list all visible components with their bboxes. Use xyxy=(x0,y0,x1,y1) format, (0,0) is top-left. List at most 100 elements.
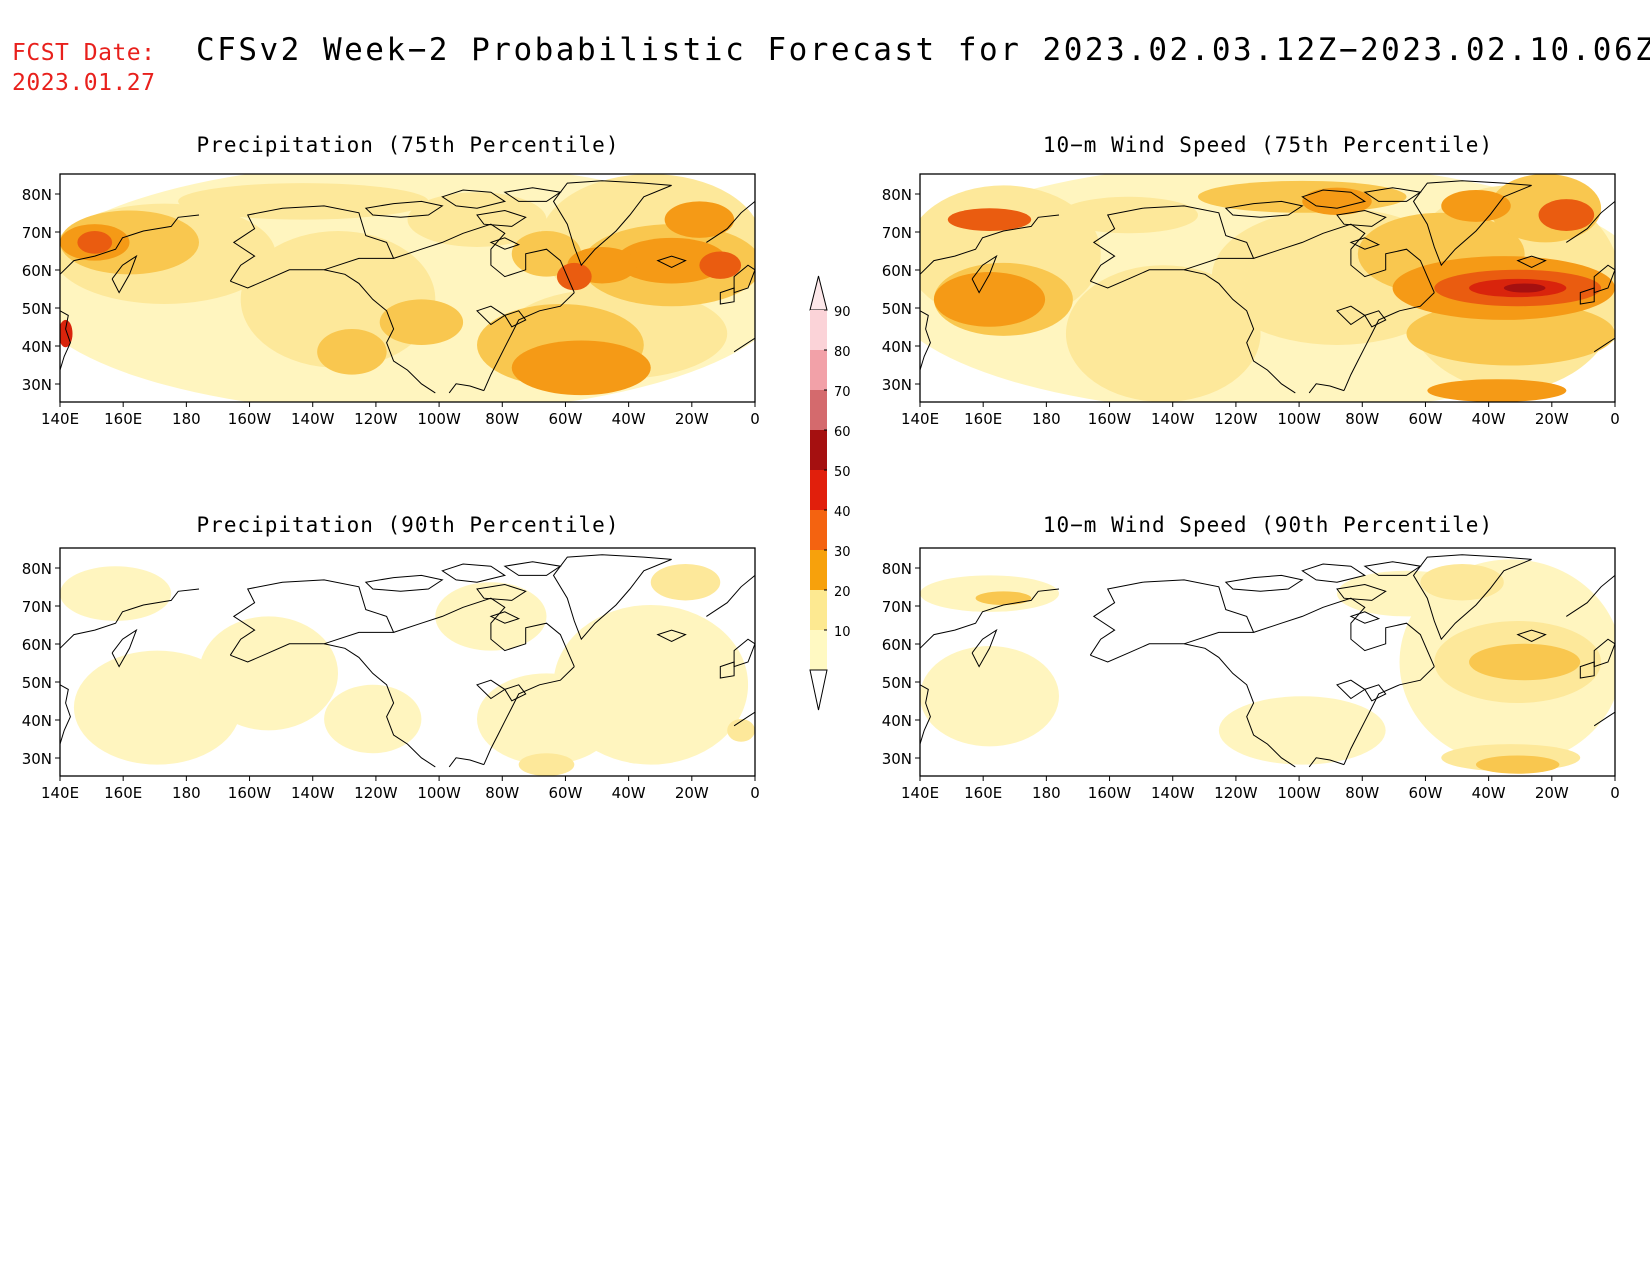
shaded-region xyxy=(73,650,241,765)
shaded-region xyxy=(1476,755,1560,774)
coastline xyxy=(1412,180,1532,267)
coastline xyxy=(1349,237,1381,250)
lon-label: 160E xyxy=(964,784,1002,802)
shaded-region xyxy=(727,719,755,742)
coastline xyxy=(920,214,1060,275)
coastline xyxy=(552,180,672,267)
shaded-region xyxy=(650,563,721,601)
coastline xyxy=(1516,629,1547,643)
map-precip90: 80N 70N 60N 50N 40N 30N 140E 160E 180 160W 140W 120… xyxy=(22,547,760,802)
lon-label: 100W xyxy=(1277,784,1321,802)
lat-label: 60N xyxy=(882,636,912,654)
lat-label: 40N xyxy=(882,712,912,730)
lon-label: 40W xyxy=(1472,410,1506,428)
colorbar-segment xyxy=(810,550,827,590)
lat-label: 50N xyxy=(22,674,52,692)
forecast-date: FCST Date: 2023.01.27 xyxy=(12,38,155,98)
lon-label: 0 xyxy=(1610,410,1620,428)
lon-label: 160W xyxy=(228,784,272,802)
shaded-region xyxy=(77,231,113,254)
coastline xyxy=(1349,611,1381,624)
colorbar-label: 60 xyxy=(834,425,851,440)
lon-label: 60W xyxy=(548,784,582,802)
shaded-region xyxy=(1503,283,1546,293)
colorbar-label: 30 xyxy=(834,545,851,560)
coastline xyxy=(476,209,527,227)
shaded-region xyxy=(664,201,735,238)
lon-label: 80W xyxy=(485,410,519,428)
lon-label: 140W xyxy=(291,410,335,428)
colorbar-bottom-triangle xyxy=(809,669,828,711)
lon-label: 160W xyxy=(1088,410,1132,428)
coastline xyxy=(1089,205,1255,289)
colorbar-segment xyxy=(810,350,827,390)
page-title: CFSv2 Week−2 Probabilistic Forecast for … xyxy=(196,32,1650,68)
lat-label: 80N xyxy=(882,560,912,578)
coastline xyxy=(733,337,755,353)
coastline xyxy=(504,310,527,328)
lon-label: 100W xyxy=(417,410,461,428)
lon-label: 40W xyxy=(612,784,646,802)
coastline xyxy=(489,611,521,624)
map-frame xyxy=(919,547,1616,777)
coastline xyxy=(1224,574,1304,592)
map-wind75: 80N 70N 60N 50N 40N 30N 140E 160E 180 160W 140W 120… xyxy=(882,173,1620,428)
coastline xyxy=(1363,561,1422,576)
lat-label: 80N xyxy=(882,186,912,204)
shaded-region xyxy=(1218,696,1386,765)
panel-title-precip90: Precipitation (90th Percentile) xyxy=(196,513,620,537)
coastline xyxy=(1364,310,1387,328)
lon-label: 20W xyxy=(1535,784,1569,802)
lon-label: 180 xyxy=(1032,410,1061,428)
coastline xyxy=(60,214,200,275)
coastline xyxy=(503,561,562,576)
shaded-region xyxy=(518,753,575,776)
lon-label: 60W xyxy=(1408,410,1442,428)
coastline xyxy=(552,554,672,641)
coastline xyxy=(1308,757,1345,768)
coastline xyxy=(1183,643,1296,768)
shaded-region xyxy=(1441,189,1511,222)
colorbar-label: 80 xyxy=(834,345,851,360)
coastline xyxy=(60,310,71,371)
shaded-region xyxy=(556,262,592,291)
coastline xyxy=(920,588,1060,649)
coastline xyxy=(971,628,998,668)
map-frame xyxy=(59,173,756,403)
lat-label: 50N xyxy=(22,300,52,318)
lat-label: 70N xyxy=(22,598,52,616)
coastline xyxy=(1301,563,1367,583)
lon-label: 40W xyxy=(1472,784,1506,802)
colorbar-label: 10 xyxy=(834,625,851,640)
lon-label: 0 xyxy=(750,410,760,428)
lon-label: 160W xyxy=(1088,784,1132,802)
coastline xyxy=(1253,597,1435,667)
coastline xyxy=(60,684,71,745)
coastline xyxy=(1253,223,1435,293)
colorbar-label: 70 xyxy=(834,385,851,400)
panel-title-wind75: 10−m Wind Speed (75th Percentile) xyxy=(1042,133,1494,157)
lon-label: 120W xyxy=(1214,410,1258,428)
shaded-region xyxy=(511,231,582,277)
coastline xyxy=(1364,684,1387,702)
coastline xyxy=(229,205,395,289)
coastline xyxy=(441,189,507,209)
lat-label: 30N xyxy=(882,750,912,768)
lon-label: 40W xyxy=(612,410,646,428)
coastline xyxy=(476,583,527,601)
lon-label: 80W xyxy=(485,784,519,802)
lon-label: 160W xyxy=(228,410,272,428)
coastline xyxy=(1224,200,1304,218)
coastline xyxy=(1579,287,1595,305)
shaded-region xyxy=(975,591,1032,605)
lon-label: 140W xyxy=(1151,784,1195,802)
shaded-region xyxy=(1065,265,1261,402)
colorbar-segment xyxy=(810,510,827,550)
coastline xyxy=(483,292,575,391)
lon-label: 140E xyxy=(41,784,79,802)
lat-label: 40N xyxy=(882,338,912,356)
coastline xyxy=(448,383,485,394)
lon-label: 180 xyxy=(1032,784,1061,802)
coastline xyxy=(503,187,562,202)
coastline xyxy=(364,574,444,592)
